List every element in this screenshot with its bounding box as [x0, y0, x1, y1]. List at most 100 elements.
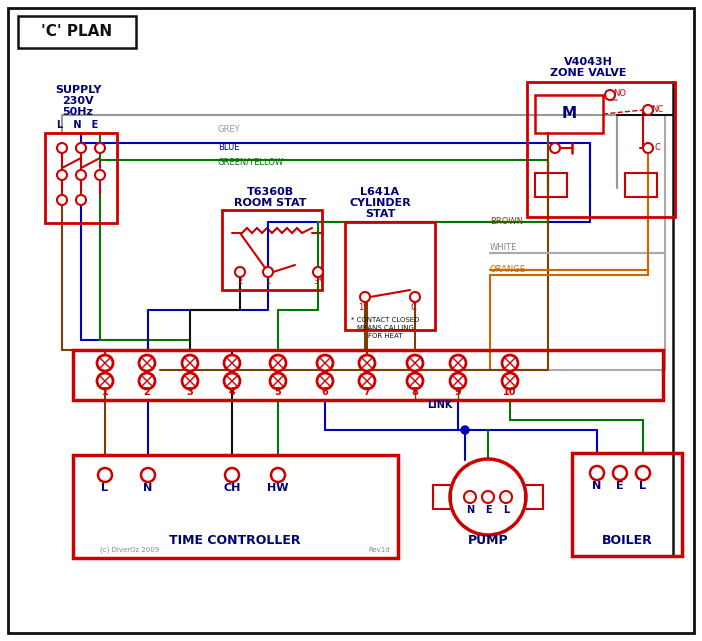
- Bar: [625, 173, 657, 197]
- Text: 7: 7: [364, 387, 371, 397]
- Text: MEANS CALLING: MEANS CALLING: [357, 325, 413, 331]
- Text: PUMP: PUMP: [468, 533, 508, 547]
- Text: HW: HW: [267, 483, 289, 493]
- Circle shape: [359, 373, 375, 389]
- Circle shape: [613, 466, 627, 480]
- Text: 1: 1: [102, 387, 108, 397]
- Circle shape: [502, 373, 518, 389]
- Text: NO: NO: [614, 88, 626, 97]
- Text: GREEN/YELLOW: GREEN/YELLOW: [218, 158, 284, 167]
- Circle shape: [317, 373, 333, 389]
- Bar: [18, 16, 136, 48]
- Text: V4043H: V4043H: [564, 57, 612, 67]
- Circle shape: [270, 373, 286, 389]
- Circle shape: [502, 355, 518, 371]
- Bar: [222, 210, 322, 290]
- Circle shape: [224, 373, 240, 389]
- Circle shape: [482, 491, 494, 503]
- Text: BOILER: BOILER: [602, 533, 652, 547]
- Bar: [535, 95, 603, 133]
- Bar: [73, 455, 398, 558]
- Text: WHITE: WHITE: [490, 244, 517, 253]
- Circle shape: [263, 267, 273, 277]
- Circle shape: [97, 355, 113, 371]
- Bar: [433, 485, 451, 509]
- Circle shape: [98, 468, 112, 482]
- Circle shape: [410, 292, 420, 302]
- Circle shape: [76, 143, 86, 153]
- Circle shape: [550, 143, 560, 153]
- Circle shape: [407, 373, 423, 389]
- Circle shape: [590, 466, 604, 480]
- Text: TIME CONTROLLER: TIME CONTROLLER: [169, 533, 300, 547]
- Circle shape: [76, 195, 86, 205]
- Text: LINK: LINK: [428, 400, 453, 410]
- Text: 9: 9: [455, 387, 461, 397]
- Text: L: L: [102, 483, 109, 493]
- Text: STAT: STAT: [365, 209, 395, 219]
- Text: (c) DiverOz 2009: (c) DiverOz 2009: [100, 547, 159, 553]
- Circle shape: [97, 373, 113, 389]
- Text: 3: 3: [187, 387, 193, 397]
- Text: 2: 2: [144, 387, 150, 397]
- Circle shape: [141, 468, 155, 482]
- Circle shape: [235, 267, 245, 277]
- Circle shape: [450, 355, 466, 371]
- Circle shape: [139, 373, 155, 389]
- Text: ORANGE: ORANGE: [490, 265, 526, 274]
- Text: CYLINDER: CYLINDER: [349, 198, 411, 208]
- Bar: [345, 222, 435, 330]
- Text: C: C: [654, 144, 660, 153]
- Circle shape: [450, 459, 526, 535]
- Circle shape: [57, 195, 67, 205]
- Text: L   N   E: L N E: [58, 120, 98, 130]
- Text: 50Hz: 50Hz: [62, 107, 93, 117]
- Circle shape: [464, 491, 476, 503]
- Circle shape: [643, 105, 653, 115]
- Circle shape: [224, 355, 240, 371]
- Circle shape: [182, 373, 198, 389]
- Text: * CONTACT CLOSED: * CONTACT CLOSED: [351, 317, 419, 323]
- Circle shape: [57, 143, 67, 153]
- Circle shape: [643, 143, 653, 153]
- Text: 4: 4: [229, 387, 235, 397]
- Text: E: E: [616, 481, 624, 491]
- Text: 10: 10: [503, 387, 517, 397]
- Bar: [525, 485, 543, 509]
- Text: L: L: [503, 505, 509, 515]
- Bar: [572, 453, 682, 556]
- Bar: [73, 350, 663, 400]
- Circle shape: [95, 170, 105, 180]
- Bar: [527, 82, 675, 217]
- Text: E: E: [484, 505, 491, 515]
- Text: 3*: 3*: [313, 276, 323, 285]
- Circle shape: [461, 426, 469, 434]
- Circle shape: [225, 468, 239, 482]
- Circle shape: [500, 491, 512, 503]
- Text: C: C: [410, 303, 416, 313]
- Text: L: L: [640, 481, 647, 491]
- Text: 230V: 230V: [62, 96, 94, 106]
- Circle shape: [139, 355, 155, 371]
- Text: 1: 1: [265, 276, 271, 285]
- Text: NC: NC: [651, 106, 663, 115]
- Circle shape: [359, 355, 375, 371]
- Text: 6: 6: [322, 387, 329, 397]
- Text: T6360B: T6360B: [246, 187, 293, 197]
- Text: 'C' PLAN: 'C' PLAN: [41, 24, 112, 40]
- Circle shape: [57, 170, 67, 180]
- Text: FOR HEAT: FOR HEAT: [368, 333, 402, 339]
- Text: M: M: [562, 106, 576, 122]
- Circle shape: [76, 170, 86, 180]
- Text: Rev1d: Rev1d: [369, 547, 390, 553]
- Text: SUPPLY: SUPPLY: [55, 85, 101, 95]
- Text: BLUE: BLUE: [218, 144, 239, 153]
- Circle shape: [636, 466, 650, 480]
- Text: 2: 2: [237, 276, 243, 285]
- Text: ZONE VALVE: ZONE VALVE: [550, 68, 626, 78]
- Circle shape: [271, 468, 285, 482]
- Circle shape: [95, 143, 105, 153]
- Text: 8: 8: [411, 387, 418, 397]
- Circle shape: [182, 355, 198, 371]
- Circle shape: [450, 373, 466, 389]
